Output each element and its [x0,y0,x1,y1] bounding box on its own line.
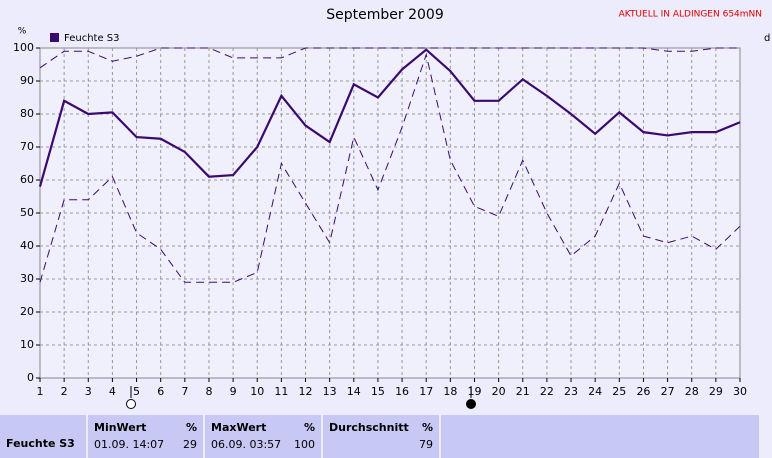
x-tick-label: 15 [371,385,385,398]
x-tick-label: 20 [492,385,506,398]
stat-header: Durchschnitt [329,421,409,434]
stat-header: MaxWert [211,421,267,434]
y-tick-label: 0 [27,371,34,384]
x-tick-label: 12 [299,385,313,398]
x-tick-label: 1 [37,385,44,398]
y-tick-label: 40 [20,239,34,252]
stat-cell: MinWert % 01.09. 14:07 29 [88,415,203,458]
x-tick-label: 8 [205,385,212,398]
y-tick-label: 100 [13,41,34,54]
x-tick-label: 25 [612,385,626,398]
legend-label: Feuchte S3 [64,33,120,44]
row-label: Feuchte S3 [6,437,75,450]
notice: AKTUELL IN ALDINGEN 654mNN [619,10,762,20]
x-tick-label: 9 [230,385,237,398]
y-tick-label: 70 [20,140,34,153]
stat-value: 79 [419,438,433,451]
stat-header: MinWert [94,421,147,434]
stat-value: 29 [183,438,197,451]
x-tick-label: 23 [564,385,578,398]
x-tick-label: 22 [540,385,554,398]
empty-cell [441,415,759,458]
y-tick-label: 60 [20,173,34,186]
chart: September 2009 AKTUELL IN ALDINGEN 654mN… [13,7,770,409]
stat-time: 01.09. 14:07 [94,438,165,451]
x-tick-label: 7 [181,385,188,398]
x-tick-label: 6 [157,385,164,398]
y-tick-label: 20 [20,305,34,318]
y-tick-label: 90 [20,74,34,87]
x-tick-label: 29 [709,385,723,398]
new-moon [466,399,476,409]
x-tick-label: 5 [133,385,140,398]
y-tick-label: 50 [20,206,34,219]
row-label-cell: Feuchte S3 [0,415,86,458]
y-unit: % [18,27,27,37]
x-tick-label: 13 [323,385,337,398]
stat-cell: Durchschnitt % 79 [323,415,439,458]
stat-unit: % [421,421,433,434]
full-moon [126,399,136,409]
x-tick-label: 16 [395,385,409,398]
x-tick-label: 4 [109,385,116,398]
x-tick-label: 18 [443,385,457,398]
x-tick-label: 30 [733,385,747,398]
series-line [39,52,741,283]
stat-time: 06.09. 03:57 [211,438,282,451]
x-tick-label: 14 [347,385,361,398]
y-tick-label: 80 [20,107,34,120]
y-tick-label: 10 [20,338,34,351]
stat-unit: % [303,421,315,434]
x-tick-label: 21 [516,385,530,398]
x-tick-label: 28 [685,385,699,398]
right-label: d [764,33,770,44]
legend-swatch [50,33,59,42]
y-tick-label: 30 [20,272,34,285]
stat-unit: % [185,421,197,434]
x-tick-label: 2 [61,385,68,398]
x-tick-label: 17 [419,385,433,398]
x-tick-label: 10 [250,385,264,398]
x-tick-label: 19 [467,385,481,398]
stat-cell: MaxWert % 06.09. 03:57 100 [205,415,321,458]
stats-table: Feuchte S3 MinWert % 01.09. 14:07 29 Max… [0,415,772,458]
series-line [38,48,741,187]
x-tick-label: 27 [661,385,675,398]
x-tick-label: 24 [588,385,602,398]
x-tick-label: 26 [636,385,650,398]
x-tick-label: 11 [274,385,288,398]
x-tick-label: 3 [85,385,92,398]
stat-value: 100 [294,438,315,451]
chart-title: September 2009 [326,7,443,23]
